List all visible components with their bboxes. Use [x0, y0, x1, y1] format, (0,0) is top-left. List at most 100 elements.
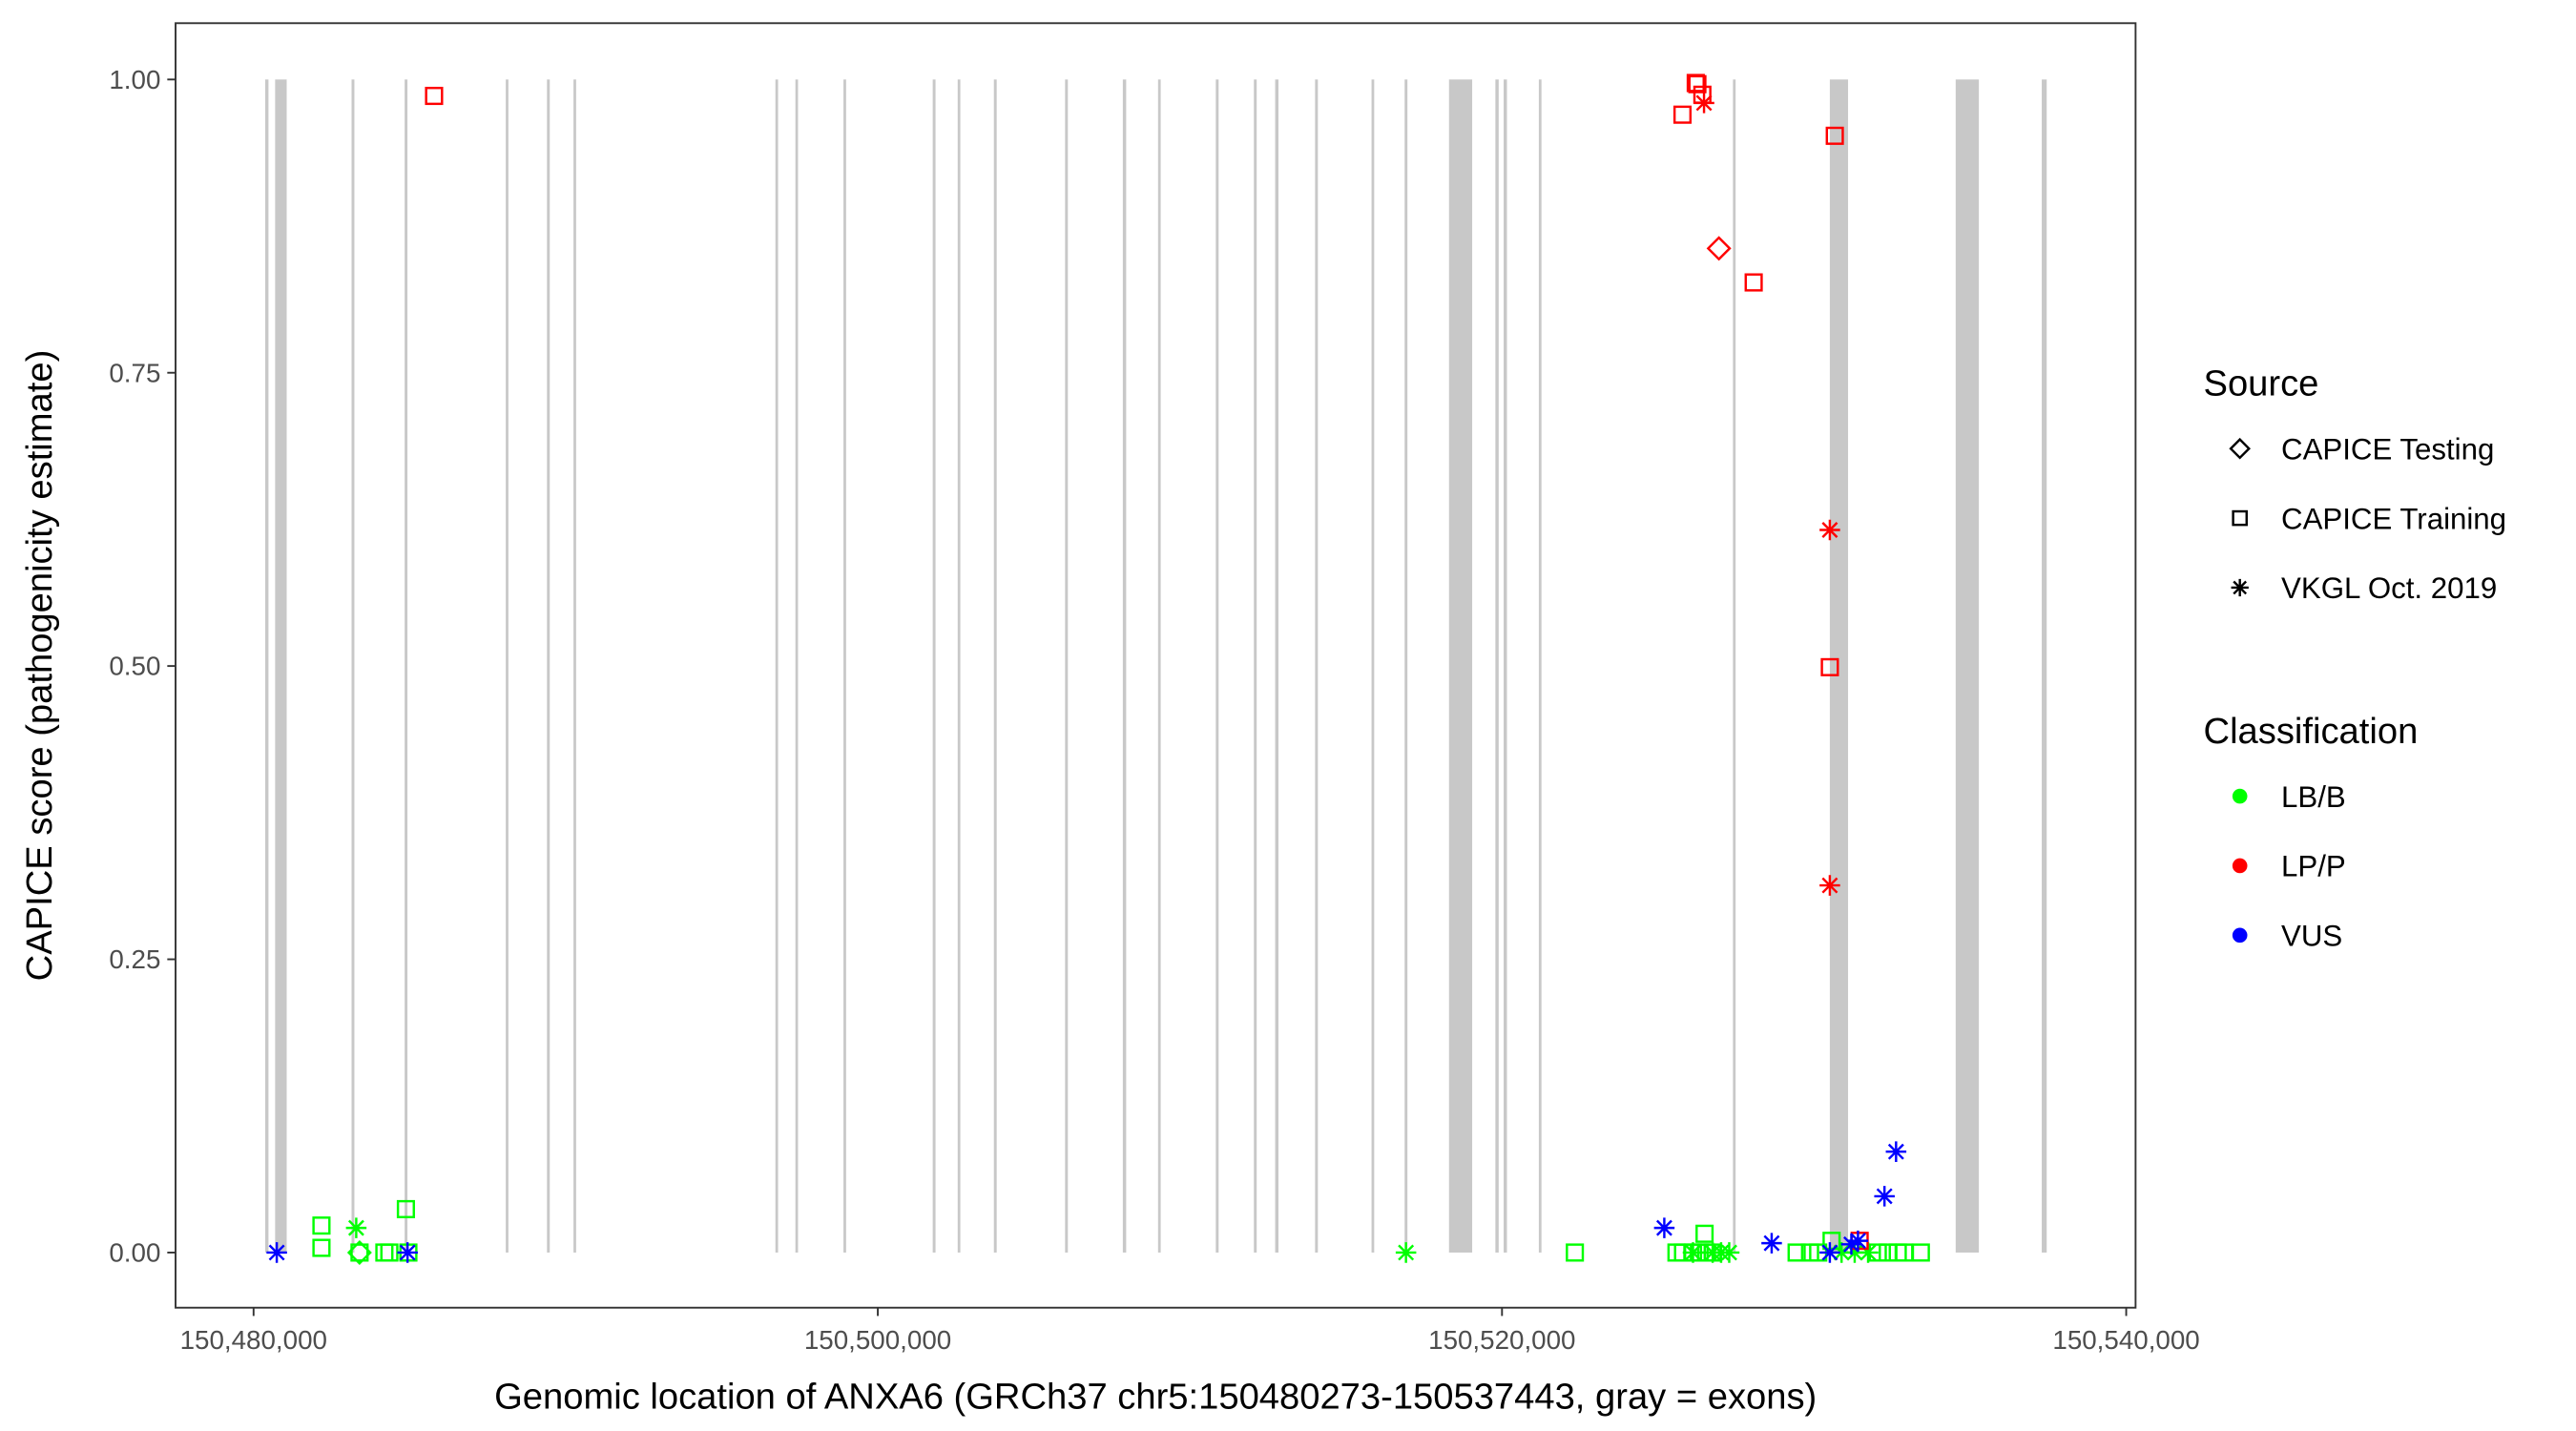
- exon-band: [405, 79, 408, 1253]
- y-tick-label: 0.25: [109, 944, 160, 974]
- legend-class-label: VUS: [2281, 920, 2342, 953]
- x-axis: 150,480,000 150,500,000 150,520,000 150,540…: [180, 1307, 2200, 1355]
- exon-band: [1371, 79, 1375, 1253]
- star-marker: [1693, 93, 1714, 114]
- square-marker: [312, 1216, 331, 1235]
- data-point: [312, 1216, 331, 1235]
- exon-bands: [264, 79, 2047, 1253]
- data-point: [1868, 1243, 1887, 1262]
- y-axis-title: CAPICE score (pathogenicity estimate): [19, 350, 60, 982]
- diamond-marker: [2229, 437, 2252, 460]
- data-point: [1911, 1243, 1930, 1262]
- y-axis: 0.00 0.25 0.50 0.75 1.00: [109, 65, 177, 1267]
- exon-band: [506, 79, 509, 1253]
- data-point: [1847, 1230, 1869, 1252]
- legend-color-dot-icon: [2232, 788, 2248, 804]
- data-point: [1706, 236, 1732, 261]
- exon-band: [1254, 79, 1257, 1253]
- square-marker: [1825, 126, 1844, 145]
- exon-band: [351, 79, 355, 1253]
- star-marker: [1819, 519, 1840, 541]
- exon-band: [1495, 79, 1499, 1253]
- star-marker: [1819, 875, 1840, 896]
- exon-band: [1829, 79, 1849, 1253]
- legend-source-label: CAPICE Testing: [2281, 432, 2494, 466]
- exon-band: [1065, 79, 1069, 1253]
- legend-classification-title: Classification: [2204, 711, 2419, 752]
- plot-panel: [176, 23, 2136, 1308]
- exon-band: [1122, 79, 1127, 1253]
- square-marker: [1695, 1224, 1714, 1243]
- data-point: [1695, 1224, 1714, 1243]
- exon-band: [775, 79, 779, 1253]
- data-point: [1395, 1242, 1417, 1263]
- exon-band: [1315, 79, 1319, 1253]
- star-marker: [1761, 1233, 1782, 1254]
- square-marker: [1911, 1243, 1930, 1262]
- star-marker: [1858, 1242, 1879, 1263]
- data-point: [1820, 657, 1839, 676]
- data-point: [1885, 1141, 1907, 1162]
- legend-diamond-icon: [2229, 437, 2252, 460]
- legend-square-icon: [2232, 509, 2248, 527]
- star-marker: [1844, 1242, 1865, 1263]
- star-marker: [397, 1242, 418, 1263]
- exon-band: [573, 79, 576, 1253]
- star-marker: [266, 1242, 287, 1263]
- square-marker: [1822, 1232, 1841, 1251]
- data-point: [1819, 1242, 1840, 1263]
- data-points: [266, 73, 1930, 1265]
- square-marker: [1686, 73, 1705, 93]
- legend-source-title: Source: [2204, 363, 2319, 404]
- legend-class-label: LB/B: [2281, 780, 2346, 814]
- exon-band: [1404, 79, 1408, 1253]
- square-marker: [1868, 1243, 1887, 1262]
- star-marker: [1831, 1242, 1852, 1263]
- data-point: [1819, 875, 1840, 896]
- legend-class-label: LP/P: [2281, 850, 2346, 883]
- star-marker: [1718, 1242, 1740, 1263]
- legend-color-dot-icon: [2232, 927, 2248, 944]
- star-marker: [1840, 1234, 1862, 1255]
- x-tick-label: 150,520,000: [1428, 1325, 1575, 1355]
- data-point: [1874, 1186, 1895, 1207]
- data-point: [1858, 1242, 1879, 1263]
- y-tick-label: 1.00: [109, 65, 160, 94]
- data-point: [1822, 1232, 1841, 1251]
- data-point: [1744, 273, 1763, 292]
- star-marker: [1847, 1230, 1869, 1252]
- exon-band: [957, 79, 961, 1253]
- data-point: [1844, 1242, 1865, 1263]
- exon-band: [1215, 79, 1219, 1253]
- star-marker: [1653, 1217, 1675, 1238]
- legend-color-dot-icon: [2232, 858, 2248, 874]
- data-point: [1653, 1217, 1675, 1238]
- star-marker: [345, 1217, 367, 1238]
- data-point: [1688, 74, 1707, 93]
- exon-band: [795, 79, 799, 1253]
- data-point: [1787, 1243, 1806, 1262]
- exon-band: [264, 79, 269, 1253]
- square-marker: [2232, 509, 2248, 527]
- exon-band: [1504, 79, 1507, 1253]
- data-point: [397, 1242, 418, 1263]
- data-point: [312, 1238, 331, 1257]
- data-point: [1819, 519, 1840, 541]
- square-marker: [1787, 1243, 1806, 1262]
- star-marker: [2231, 578, 2249, 597]
- data-point: [266, 1242, 287, 1263]
- exon-band: [1448, 79, 1473, 1253]
- star-marker: [1395, 1242, 1417, 1263]
- data-point: [1693, 93, 1714, 114]
- diamond-marker: [1706, 236, 1732, 261]
- legend-star-icon: [2231, 578, 2249, 597]
- x-tick-label: 150,500,000: [804, 1325, 951, 1355]
- star-marker: [1874, 1186, 1895, 1207]
- square-marker: [1820, 657, 1839, 676]
- data-point: [425, 86, 444, 106]
- square-marker: [396, 1199, 415, 1218]
- square-marker: [312, 1238, 331, 1257]
- data-point: [1831, 1242, 1852, 1263]
- square-marker: [1688, 74, 1707, 93]
- exon-band: [843, 79, 846, 1253]
